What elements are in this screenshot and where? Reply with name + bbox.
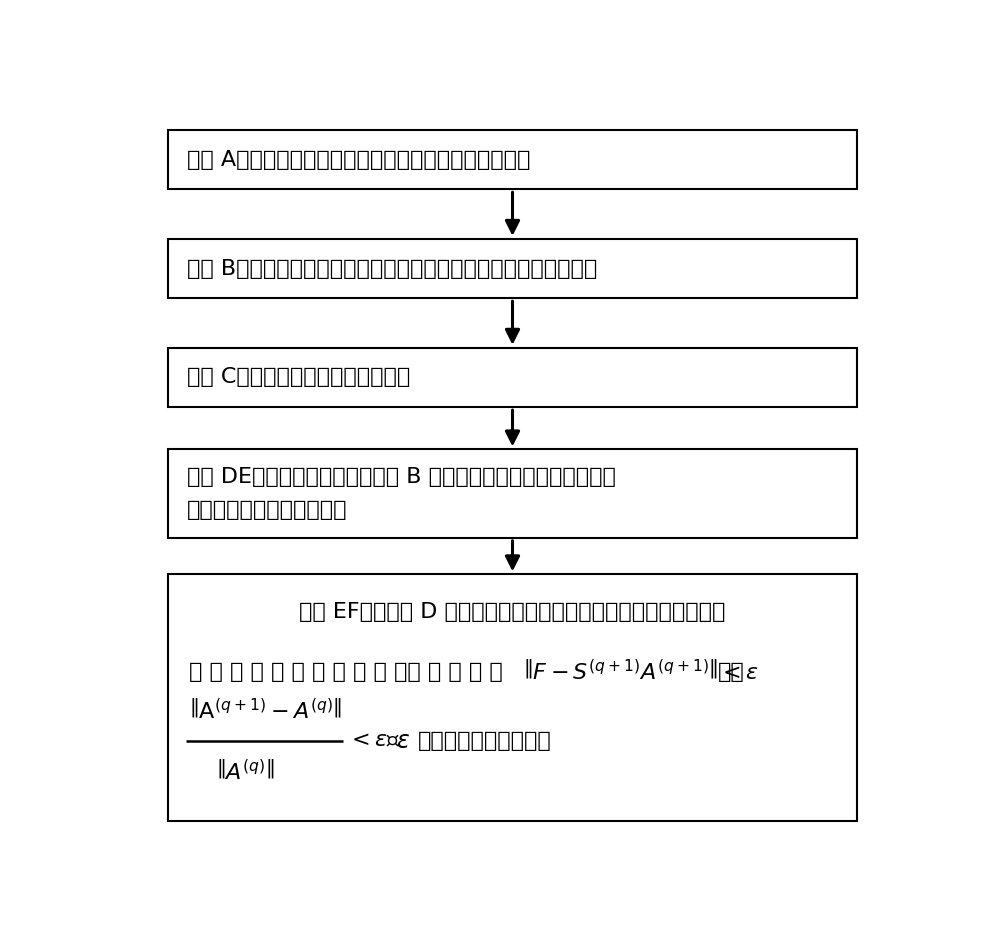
Text: 步骤 A：对目标器件进行建模，建立对应的几何结构模型: 步骤 A：对目标器件进行建模，建立对应的几何结构模型 [187,150,530,170]
Bar [168,348,857,407]
Bar [168,574,857,821]
Text: $<\varepsilon$，: $<\varepsilon$， [347,731,400,751]
Bar [168,239,857,298]
Text: 步骤 C：采用四面体网格剖分求解域: 步骤 C：采用四面体网格剖分求解域 [187,368,410,388]
Text: 为设定的收敛精度值。: 为设定的收敛精度值。 [418,731,552,751]
Text: $\left\|\mathrm{A}^{(q+1)}-A^{(q)}\right\|$: $\left\|\mathrm{A}^{(q+1)}-A^{(q)}\right… [189,698,342,722]
Text: $\mathit{\varepsilon}$: $\mathit{\varepsilon}$ [396,729,410,753]
Text: $\left\|F-S^{(q+1)}A^{(q+1)}\right\|<\varepsilon$: $\left\|F-S^{(q+1)}A^{(q+1)}\right\|<\va… [523,659,759,684]
Bar [168,450,857,538]
Text: 步骤 B：采用伽辽金加权残数法得到热辐射边界条件的有限元弱形式: 步骤 B：采用伽辽金加权残数法得到热辐射边界条件的有限元弱形式 [187,258,597,278]
Bar [168,130,857,190]
Text: 或者: 或者 [718,662,745,682]
Text: 步骤 DE：选择基函数，离散步骤 B 中得到的有限元弱形式，得到热
辐射边界条件的有限元方程: 步骤 DE：选择基函数，离散步骤 B 中得到的有限元弱形式，得到热 辐射边界条件… [187,467,616,520]
Text: 其 温 度 值 满 足 收 敛 规 则 ，收 敛 规 则 是: 其 温 度 值 满 足 收 敛 规 则 ，收 敛 规 则 是 [189,662,510,682]
Text: 步骤 EF：对步骤 D 中的有限元非线性方程组不断地进行迭代，直到: 步骤 EF：对步骤 D 中的有限元非线性方程组不断地进行迭代，直到 [299,602,726,622]
Text: $\left\|A^{(q)}\right\|$: $\left\|A^{(q)}\right\|$ [216,758,275,784]
